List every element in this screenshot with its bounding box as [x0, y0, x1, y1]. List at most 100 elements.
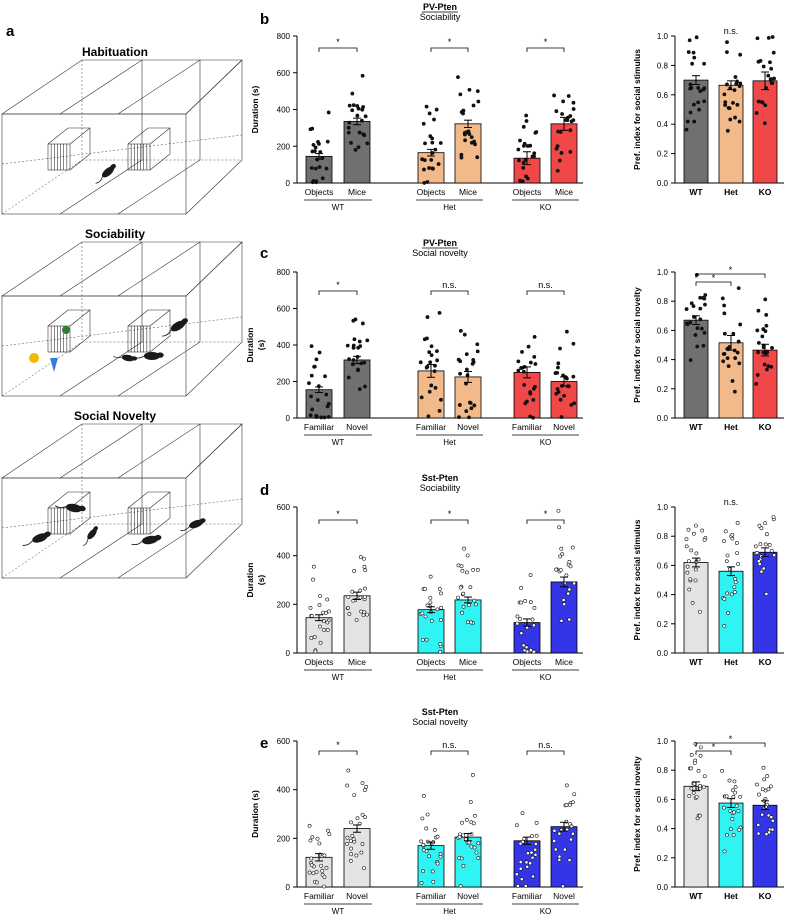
data-point [475, 89, 480, 94]
data-point [567, 559, 572, 564]
data-point [756, 831, 761, 836]
y-tick-label: 600 [277, 305, 291, 314]
data-point [685, 564, 690, 569]
data-point [701, 343, 706, 348]
y-tick-label: 400 [277, 106, 291, 115]
y-tick-label: 0.2 [657, 620, 669, 629]
mouse-body [143, 351, 161, 361]
bar [683, 562, 709, 654]
data-point [325, 627, 330, 632]
data-point [326, 828, 330, 833]
data-point [571, 107, 576, 111]
data-point [552, 839, 557, 843]
data-point [465, 570, 469, 575]
data-point [438, 618, 443, 622]
data-point [528, 573, 533, 578]
data-point [438, 649, 443, 654]
bar [513, 371, 541, 419]
data-point [725, 50, 729, 55]
data-point [534, 130, 539, 134]
arena-top [1, 241, 243, 297]
y-tick-label: 200 [277, 834, 291, 843]
data-point [557, 525, 562, 530]
data-point [756, 341, 761, 345]
data-point [533, 847, 538, 852]
significance-label: * [729, 734, 733, 744]
data-point [428, 360, 433, 365]
data-point [572, 792, 577, 797]
significance-bracket [526, 750, 565, 755]
significance-label: * [712, 273, 716, 283]
y-tick-label: 1.0 [657, 503, 669, 512]
x-tick-label: Novel [346, 422, 368, 432]
data-point [349, 852, 354, 857]
data-point [516, 884, 520, 888]
data-point [315, 836, 320, 841]
data-point [456, 563, 461, 568]
data-point [311, 871, 316, 876]
data-point [531, 874, 535, 879]
chart-title: Sst-Pten [422, 707, 459, 717]
x-tick-label: WT [689, 187, 703, 197]
data-point [772, 76, 776, 81]
x-tick-label: Objects [417, 657, 446, 667]
data-point [725, 356, 730, 361]
data-point [720, 768, 725, 773]
data-point [562, 847, 567, 852]
data-point [313, 649, 318, 654]
data-point [318, 640, 323, 645]
data-point [355, 113, 360, 118]
data-point [764, 323, 769, 328]
data-point [572, 581, 577, 586]
data-point [701, 295, 705, 300]
arena-divider [59, 241, 143, 397]
data-point [524, 645, 529, 650]
data-point [691, 304, 696, 309]
data-point [730, 788, 735, 793]
data-point [756, 350, 760, 355]
mouse-head [156, 352, 164, 358]
arena-sociability [1, 241, 243, 397]
data-point [466, 129, 471, 134]
x-tick-label: Objects [513, 657, 542, 667]
data-point [733, 577, 738, 581]
schematic-title-habituation: Habituation [82, 45, 148, 59]
data-point [696, 768, 701, 773]
data-point [468, 800, 473, 804]
mouse-head [131, 356, 138, 361]
data-point [326, 609, 331, 614]
data-point [523, 401, 528, 406]
chart-title: Sst-Pten [422, 473, 459, 483]
data-point [689, 766, 693, 771]
x-tick-label: Familiar [416, 422, 446, 432]
data-point [462, 546, 466, 551]
data-point [324, 392, 329, 397]
cage-edge [149, 127, 171, 145]
data-point [353, 147, 358, 152]
y-tick-label: 0.4 [657, 120, 669, 129]
data-point [684, 537, 689, 542]
data-point [689, 786, 694, 791]
data-point [532, 151, 537, 156]
y-axis-label-unit: (s) [256, 575, 266, 586]
data-point [688, 577, 693, 582]
data-point [567, 587, 572, 592]
data-point [421, 869, 425, 874]
data-point [472, 845, 477, 850]
data-point [558, 568, 563, 572]
data-point [461, 863, 466, 868]
data-point [733, 115, 737, 120]
data-point [430, 166, 435, 171]
data-point [698, 783, 702, 788]
data-point [351, 103, 356, 107]
data-point [360, 118, 364, 123]
significance-label: * [544, 37, 548, 47]
data-point [732, 389, 737, 394]
data-point [437, 587, 442, 591]
data-point [764, 592, 769, 596]
cage-edge [69, 127, 91, 145]
significance-label: n.s. [538, 280, 553, 290]
significance-label: * [448, 509, 452, 519]
data-point [728, 117, 733, 122]
